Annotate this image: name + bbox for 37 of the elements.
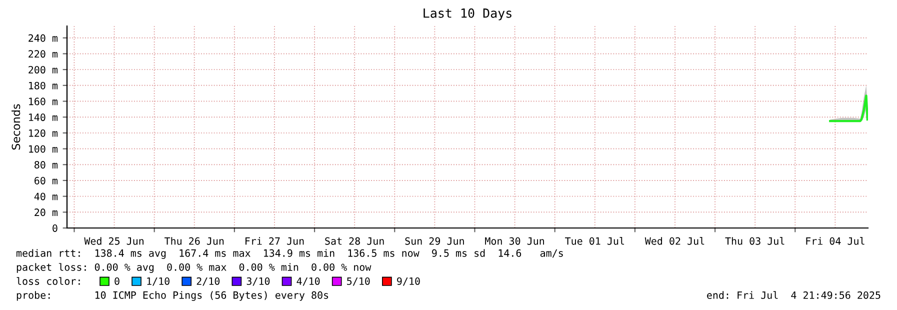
text: packet loss: 0.00 % avg 0.00 % max 0.00 % min 0.00 % now xyxy=(16,263,372,273)
chart-title: Last 10 Days xyxy=(424,8,512,20)
y-tick-label: 80 m xyxy=(34,161,58,169)
y-axis-title: Seconds xyxy=(12,104,20,150)
legend-label: 2/10 xyxy=(196,277,220,286)
y-tick-label: 140 m xyxy=(29,114,58,122)
y-tick-label: 220 m xyxy=(28,50,58,58)
y-tick-label: 160 m xyxy=(29,98,58,106)
y-tick-label: 0 xyxy=(52,224,58,232)
y-tick-label: 40 m xyxy=(34,192,58,200)
x-tick-label: Tue 01 Jul xyxy=(565,237,624,245)
y-tick-label: 20 m xyxy=(34,208,58,216)
legend-label: 0 xyxy=(114,277,120,285)
y-tick-label: 60 m xyxy=(34,176,58,184)
y-tick-label: 120 m xyxy=(29,129,58,137)
text: probe: 10 ICMP Echo Pings (56 Bytes) every 80s xyxy=(16,291,328,301)
x-tick-label: Sun 29 Jun xyxy=(405,237,464,245)
x-tick-label: Wed 02 Jul xyxy=(644,237,704,245)
legend-label: 3/10 xyxy=(246,277,270,286)
x-tick-label: Sat 28 Jun xyxy=(325,237,384,245)
x-tick-label: Thu 26 Jun xyxy=(164,237,224,245)
legend-label: 5/10 xyxy=(347,277,370,286)
x-tick-label: Thu 03 Jul xyxy=(725,237,784,245)
x-tick-label: Mon 30 Jun xyxy=(485,237,544,245)
x-tick-label: Fri 04 Jul xyxy=(806,237,864,245)
y-tick-label: 100 m xyxy=(29,145,58,153)
y-tick-label: 180 m xyxy=(29,82,58,90)
x-tick-label: Wed 25 Jun xyxy=(84,237,144,245)
text: median rtt: 138.4 ms avg 167.4 ms max 134.9 ms min 136.5 ms now 9.5 ms sd 14.6 am/s xyxy=(16,249,563,259)
y-tick-label: 200 m xyxy=(28,66,58,74)
x-tick-label: Fri 27 Jun xyxy=(246,237,304,245)
legend-label: 4/10 xyxy=(296,277,320,286)
legend-label: 1/10 xyxy=(147,277,170,286)
text: end: Fri Jul 4 21:49:56 2025 xyxy=(707,291,880,299)
y-tick-label: 240 m xyxy=(28,34,58,42)
text: loss color: xyxy=(16,277,80,285)
legend-label: 9/10 xyxy=(397,277,420,286)
